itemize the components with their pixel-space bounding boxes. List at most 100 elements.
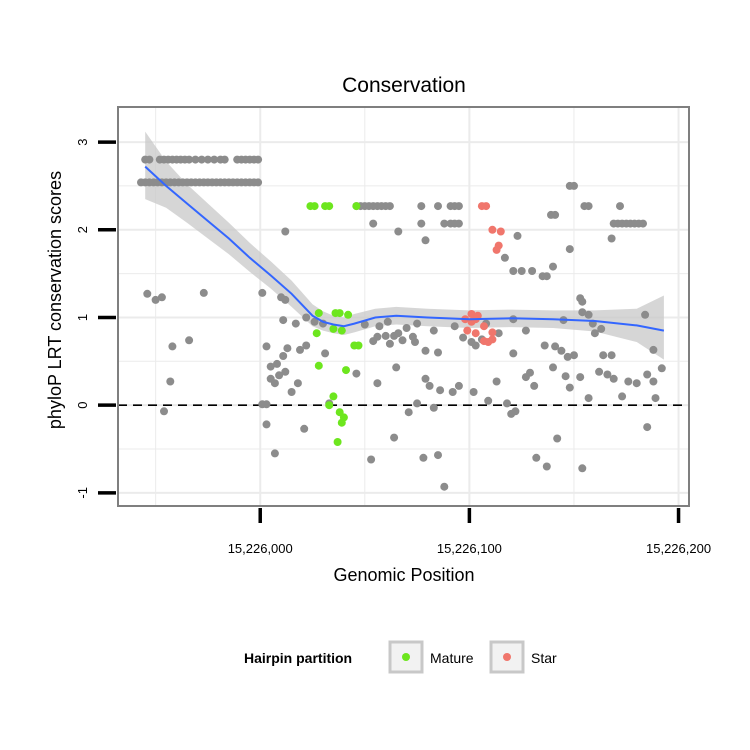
point-mature <box>335 309 344 318</box>
point-other <box>375 322 384 331</box>
point-other <box>394 227 403 236</box>
point-other <box>459 333 468 342</box>
point-other <box>300 424 309 433</box>
point-other <box>258 288 267 297</box>
point-other <box>197 155 206 164</box>
point-other <box>281 367 290 376</box>
point-other <box>450 322 459 331</box>
point-other <box>651 394 660 403</box>
point-other <box>578 464 587 473</box>
legend-item-mature[interactable]: Mature <box>388 640 474 674</box>
point-other <box>532 453 541 462</box>
point-other <box>302 313 311 322</box>
plot-panel-border <box>117 106 690 507</box>
point-other <box>553 434 562 443</box>
point-other <box>160 407 168 416</box>
point-mature <box>314 309 323 318</box>
point-other <box>469 388 478 396</box>
point-other <box>283 344 292 353</box>
point-other <box>421 374 430 383</box>
point-other <box>145 155 154 164</box>
point-other <box>421 236 430 245</box>
point-other <box>254 178 263 187</box>
point-other <box>352 369 361 378</box>
point-other <box>528 267 537 275</box>
point-star <box>496 227 505 236</box>
point-other <box>373 379 382 388</box>
point-star <box>471 329 480 338</box>
point-mature <box>354 341 363 350</box>
point-other <box>599 351 608 360</box>
point-other <box>402 324 411 332</box>
point-other <box>429 326 438 335</box>
point-other <box>383 317 392 326</box>
point-other <box>392 363 401 372</box>
point-other <box>526 368 534 377</box>
data-points <box>137 155 666 491</box>
point-other <box>425 381 434 390</box>
x-tick-label: 15,226,200 <box>646 541 711 556</box>
point-other <box>436 386 445 395</box>
point-other <box>266 362 275 371</box>
x-tick-label: 15,226,000 <box>228 541 293 556</box>
point-other <box>578 308 587 317</box>
point-other <box>273 359 281 368</box>
point-other <box>373 332 382 341</box>
point-other <box>417 202 426 211</box>
point-other <box>166 377 175 386</box>
smooth-line <box>144 165 665 332</box>
point-star <box>488 328 497 337</box>
point-other <box>293 379 302 388</box>
point-other <box>390 331 399 340</box>
y-tick-label: -1 <box>75 487 90 499</box>
point-other <box>607 234 616 243</box>
point-other <box>551 210 560 219</box>
point-other <box>500 253 509 262</box>
point-other <box>563 352 572 361</box>
point-other <box>413 399 422 408</box>
point-mature <box>314 361 323 370</box>
point-other <box>513 231 522 240</box>
point-other <box>440 219 449 228</box>
point-mature <box>352 202 361 211</box>
point-other <box>270 449 279 458</box>
point-mature <box>325 202 334 211</box>
point-other <box>603 370 612 379</box>
point-other <box>509 267 518 275</box>
point-other <box>632 379 641 388</box>
y-tick-label: 1 <box>75 314 90 321</box>
point-other <box>440 482 449 491</box>
point-other <box>454 381 463 390</box>
point-other <box>542 462 551 471</box>
point-mature <box>342 366 350 375</box>
point-other <box>369 219 378 228</box>
point-mature <box>344 310 353 319</box>
point-other <box>607 351 616 360</box>
point-other <box>434 202 442 211</box>
point-other <box>549 363 557 372</box>
y-tick-label: 3 <box>75 138 90 145</box>
y-axis: -1 0 1 2 3 <box>75 138 116 499</box>
point-star <box>482 202 491 211</box>
point-other <box>151 295 160 304</box>
point-mature <box>310 202 319 211</box>
point-other <box>287 388 296 396</box>
point-other <box>657 364 666 373</box>
point-other <box>578 297 587 306</box>
legend-dot-star <box>503 653 511 661</box>
point-other <box>143 289 152 298</box>
point-other <box>492 377 501 386</box>
legend-item-star[interactable]: Star <box>489 640 557 674</box>
point-other <box>413 319 422 328</box>
point-other <box>191 155 200 164</box>
point-other <box>157 293 166 302</box>
point-other <box>296 345 304 354</box>
point-other <box>310 317 319 326</box>
point-other <box>503 399 511 408</box>
point-other <box>551 342 560 351</box>
grid-lines <box>118 107 689 506</box>
point-other <box>398 336 407 345</box>
point-other <box>381 331 390 340</box>
point-other <box>203 155 212 164</box>
point-other <box>429 403 438 412</box>
